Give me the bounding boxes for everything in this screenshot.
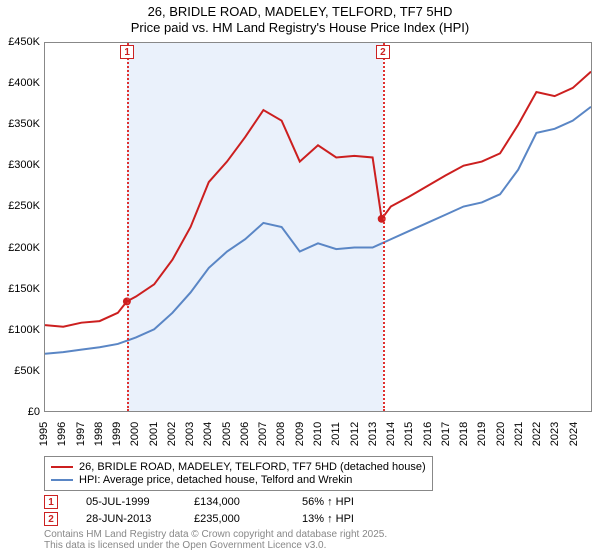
title-block: 26, BRIDLE ROAD, MADELEY, TELFORD, TF7 5… bbox=[0, 0, 600, 39]
x-tick-label: 2019 bbox=[476, 422, 488, 446]
x-tick-label: 2024 bbox=[568, 422, 580, 446]
sale-row-date: 05-JUL-1999 bbox=[86, 496, 166, 508]
footer-line1: Contains HM Land Registry data © Crown c… bbox=[44, 529, 592, 540]
y-tick-label: £300K bbox=[8, 159, 40, 171]
x-tick-label: 2014 bbox=[385, 422, 397, 446]
x-tick-label: 2010 bbox=[312, 422, 324, 446]
x-tick-label: 2022 bbox=[531, 422, 543, 446]
sale-row-marker: 2 bbox=[44, 512, 58, 526]
legend-box: 26, BRIDLE ROAD, MADELEY, TELFORD, TF7 5… bbox=[44, 456, 433, 491]
sale-row: 2 28-JUN-2013 £235,000 13% ↑ HPI bbox=[44, 512, 592, 526]
legend-label: HPI: Average price, detached house, Telf… bbox=[79, 474, 352, 486]
y-tick-label: £250K bbox=[8, 200, 40, 212]
sale-row-marker: 1 bbox=[44, 495, 58, 509]
x-tick-label: 1997 bbox=[75, 422, 87, 446]
x-tick-label: 2004 bbox=[202, 422, 214, 446]
x-tick-label: 2001 bbox=[148, 422, 160, 446]
footer-line2: This data is licensed under the Open Gov… bbox=[44, 540, 592, 551]
sale-data-rows: 1 05-JUL-1999 £134,000 56% ↑ HPI 2 28-JUN-201… bbox=[44, 495, 592, 526]
legend-row: 26, BRIDLE ROAD, MADELEY, TELFORD, TF7 5… bbox=[51, 461, 426, 473]
footer: Contains HM Land Registry data © Crown c… bbox=[44, 529, 592, 551]
x-tick-label: 1998 bbox=[93, 422, 105, 446]
x-tick-label: 2006 bbox=[239, 422, 251, 446]
marker-box: 2 bbox=[376, 45, 390, 59]
x-tick-label: 2012 bbox=[349, 422, 361, 446]
y-tick-label: £400K bbox=[8, 77, 40, 89]
chart-container: 26, BRIDLE ROAD, MADELEY, TELFORD, TF7 5… bbox=[0, 0, 600, 560]
x-tick-label: 1996 bbox=[56, 422, 68, 446]
marker-box: 1 bbox=[120, 45, 134, 59]
x-tick-label: 2009 bbox=[294, 422, 306, 446]
x-tick-label: 2016 bbox=[422, 422, 434, 446]
chart-plot-area: 12 bbox=[44, 42, 592, 412]
x-tick-label: 2000 bbox=[129, 422, 141, 446]
x-tick-label: 2015 bbox=[403, 422, 415, 446]
y-tick-label: £450K bbox=[8, 36, 40, 48]
x-tick-label: 2011 bbox=[330, 422, 342, 446]
sale-row-delta: 56% ↑ HPI bbox=[302, 496, 382, 508]
marker-line bbox=[383, 43, 385, 411]
x-tick-label: 2005 bbox=[221, 422, 233, 446]
x-tick-label: 2020 bbox=[495, 422, 507, 446]
y-tick-label: £200K bbox=[8, 242, 40, 254]
x-tick-label: 2013 bbox=[367, 422, 379, 446]
sale-row-delta: 13% ↑ HPI bbox=[302, 513, 382, 525]
y-tick-label: £350K bbox=[8, 118, 40, 130]
x-tick-label: 2021 bbox=[513, 422, 525, 446]
y-axis: £0£50K£100K£150K£200K£250K£300K£350K£400… bbox=[0, 42, 44, 412]
x-tick-label: 2017 bbox=[440, 422, 452, 446]
y-tick-label: £100K bbox=[8, 324, 40, 336]
legend-row: HPI: Average price, detached house, Telf… bbox=[51, 474, 426, 486]
legend-swatch bbox=[51, 479, 73, 481]
x-tick-label: 2007 bbox=[257, 422, 269, 446]
legend-and-data: 26, BRIDLE ROAD, MADELEY, TELFORD, TF7 5… bbox=[44, 456, 592, 551]
title-address: 26, BRIDLE ROAD, MADELEY, TELFORD, TF7 5… bbox=[0, 4, 600, 20]
x-axis: 1995199619971998199920002001200220032004… bbox=[44, 412, 592, 454]
x-tick-label: 2008 bbox=[275, 422, 287, 446]
x-tick-label: 2003 bbox=[184, 422, 196, 446]
legend-swatch bbox=[51, 466, 73, 468]
x-tick-label: 2023 bbox=[549, 422, 561, 446]
marker-line bbox=[127, 43, 129, 411]
sale-row-price: £235,000 bbox=[194, 513, 274, 525]
sale-row-date: 28-JUN-2013 bbox=[86, 513, 166, 525]
y-tick-label: £50K bbox=[14, 365, 40, 377]
y-tick-label: £0 bbox=[28, 406, 40, 418]
x-tick-label: 1995 bbox=[38, 422, 50, 446]
sale-row: 1 05-JUL-1999 £134,000 56% ↑ HPI bbox=[44, 495, 592, 509]
legend-label: 26, BRIDLE ROAD, MADELEY, TELFORD, TF7 5… bbox=[79, 461, 426, 473]
x-tick-label: 2002 bbox=[166, 422, 178, 446]
sale-row-price: £134,000 bbox=[194, 496, 274, 508]
y-tick-label: £150K bbox=[8, 283, 40, 295]
title-subtitle: Price paid vs. HM Land Registry's House … bbox=[0, 20, 600, 36]
x-tick-label: 1999 bbox=[111, 422, 123, 446]
x-tick-label: 2018 bbox=[458, 422, 470, 446]
